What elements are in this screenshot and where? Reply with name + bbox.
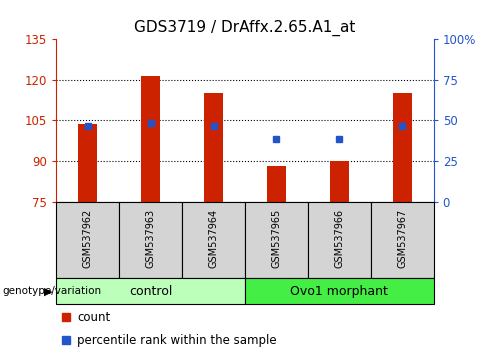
Text: GSM537963: GSM537963 xyxy=(146,209,156,268)
Text: GSM537965: GSM537965 xyxy=(271,209,281,268)
Bar xyxy=(371,202,434,278)
Bar xyxy=(78,124,97,202)
Bar xyxy=(308,202,371,278)
Text: ▶: ▶ xyxy=(44,286,52,296)
Bar xyxy=(182,202,245,278)
Bar xyxy=(267,166,286,202)
Text: control: control xyxy=(129,285,172,298)
Text: GSM537962: GSM537962 xyxy=(83,209,93,268)
Bar xyxy=(245,278,434,304)
Bar xyxy=(56,278,245,304)
Text: GSM537964: GSM537964 xyxy=(209,209,219,268)
Text: Ovo1 morphant: Ovo1 morphant xyxy=(291,285,388,298)
Bar xyxy=(245,202,308,278)
Text: GSM537966: GSM537966 xyxy=(334,209,344,268)
Text: count: count xyxy=(77,311,110,324)
Text: genotype/variation: genotype/variation xyxy=(2,286,101,296)
Text: percentile rank within the sample: percentile rank within the sample xyxy=(77,334,277,347)
Title: GDS3719 / DrAffx.2.65.A1_at: GDS3719 / DrAffx.2.65.A1_at xyxy=(134,20,356,36)
Bar xyxy=(204,93,223,202)
Bar xyxy=(141,75,160,202)
Bar xyxy=(330,161,349,202)
Bar xyxy=(56,202,119,278)
Bar xyxy=(393,93,412,202)
Text: GSM537967: GSM537967 xyxy=(397,209,407,268)
Bar xyxy=(119,202,182,278)
